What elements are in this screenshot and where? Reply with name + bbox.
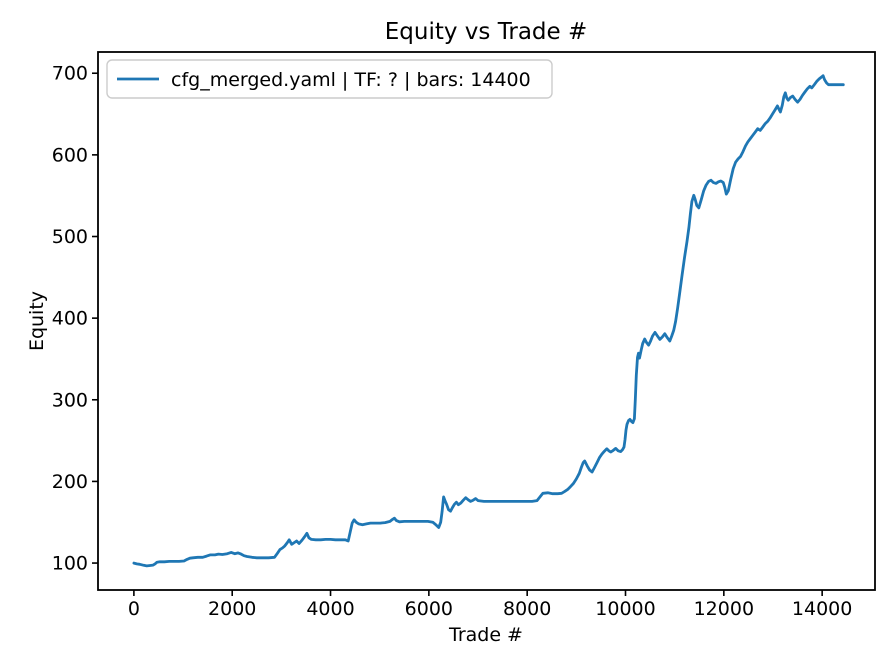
y-tick-label: 700 [52,63,88,85]
x-tick-label: 4000 [306,598,354,620]
y-tick-label: 300 [52,389,88,411]
y-axis-label: Equity [26,291,48,351]
legend: cfg_merged.yaml | TF: ? | bars: 14400 [106,59,553,99]
x-tick-label: 14000 [792,598,852,620]
equity-line-series [132,74,845,568]
x-axis: 0 2000 4000 6000 8000 10000 12000 14000 [128,590,852,620]
legend-frame [106,59,553,99]
y-axis: 100 200 300 400 500 600 700 [52,63,98,575]
x-tick-label: 2000 [208,598,256,620]
chart-title: Equity vs Trade # [385,19,588,45]
x-tick-label: 6000 [405,598,453,620]
x-tick-label: 8000 [503,598,551,620]
axes-spines [97,51,876,591]
x-axis-label: Trade # [448,624,523,646]
y-tick-label: 500 [52,226,88,248]
x-tick-label: 0 [128,598,140,620]
x-tick-label: 10000 [595,598,655,620]
y-tick-label: 400 [52,308,88,330]
y-tick-label: 100 [52,553,88,575]
legend-label: cfg_merged.yaml | TF: ? | bars: 14400 [171,69,531,91]
y-tick-label: 200 [52,471,88,493]
y-tick-label: 600 [52,144,88,166]
x-tick-label: 12000 [694,598,754,620]
